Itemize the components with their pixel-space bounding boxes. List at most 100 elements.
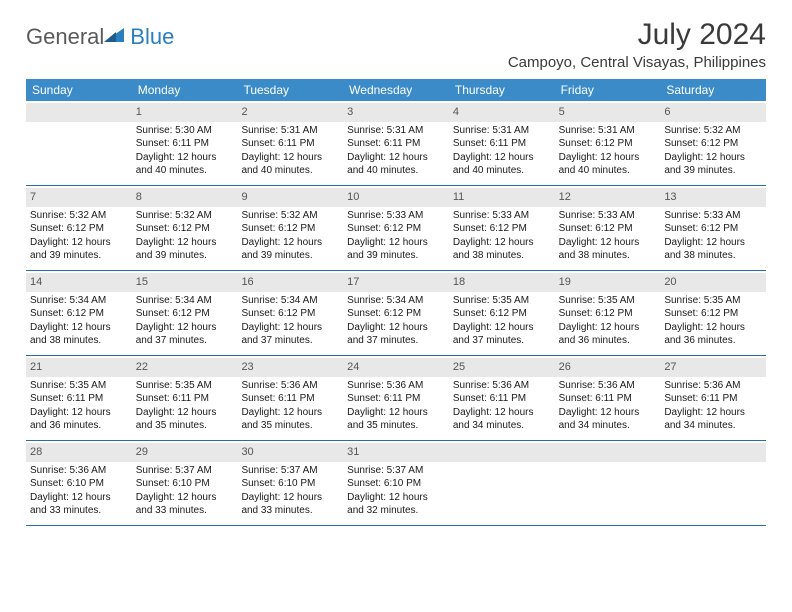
daylight-text: Daylight: 12 hours and 33 minutes. bbox=[241, 491, 339, 518]
sunrise-text: Sunrise: 5:35 AM bbox=[453, 294, 551, 308]
sunrise-text: Sunrise: 5:32 AM bbox=[30, 209, 128, 223]
day-number bbox=[660, 443, 766, 462]
day-number: 10 bbox=[343, 188, 449, 207]
day-number: 11 bbox=[449, 188, 555, 207]
day-cell: 9Sunrise: 5:32 AMSunset: 6:12 PMDaylight… bbox=[237, 186, 343, 270]
day-number: 25 bbox=[449, 358, 555, 377]
sunrise-text: Sunrise: 5:37 AM bbox=[136, 464, 234, 478]
day-cell: 31 Sunrise: 5:37 AMSunset: 6:10 PMDayligh… bbox=[343, 441, 449, 525]
sunset-text: Sunset: 6:12 PM bbox=[559, 307, 657, 321]
sunset-text: Sunset: 6:11 PM bbox=[453, 137, 551, 151]
day-cell: 8Sunrise: 5:32 AMSunset: 6:12 PMDaylight… bbox=[132, 186, 238, 270]
daylight-text: Daylight: 12 hours and 38 minutes. bbox=[559, 236, 657, 263]
day-cell bbox=[26, 101, 132, 185]
sunrise-text: Sunrise: 5:37 AM bbox=[241, 464, 339, 478]
sunset-text: Sunset: 6:12 PM bbox=[664, 307, 762, 321]
sunset-text: Sunset: 6:12 PM bbox=[664, 137, 762, 151]
day-cell: 16Sunrise: 5:34 AMSunset: 6:12 PMDayligh… bbox=[237, 271, 343, 355]
day-cell: 23Sunrise: 5:36 AMSunset: 6:11 PMDayligh… bbox=[237, 356, 343, 440]
daylight-text: Daylight: 12 hours and 33 minutes. bbox=[30, 491, 128, 518]
daylight-text: Daylight: 12 hours and 34 minutes. bbox=[559, 406, 657, 433]
day-number: 7 bbox=[26, 188, 132, 207]
sunrise-text: Sunrise: 5:30 AM bbox=[136, 124, 234, 138]
sunrise-text: Sunrise: 5:34 AM bbox=[136, 294, 234, 308]
logo-text-general: General bbox=[26, 24, 104, 50]
day-cell: 13Sunrise: 5:33 AMSunset: 6:12 PMDayligh… bbox=[660, 186, 766, 270]
sunset-text: Sunset: 6:10 PM bbox=[136, 477, 234, 491]
month-title: July 2024 bbox=[508, 18, 766, 52]
daylight-text: Daylight: 12 hours and 38 minutes. bbox=[453, 236, 551, 263]
sunrise-text: Sunrise: 5:35 AM bbox=[559, 294, 657, 308]
sunrise-text: Sunrise: 5:32 AM bbox=[241, 209, 339, 223]
day-number: 14 bbox=[26, 273, 132, 292]
sunset-text: Sunset: 6:10 PM bbox=[347, 477, 445, 491]
sunrise-text: Sunrise: 5:37 AM bbox=[347, 464, 445, 478]
calendar-grid: Sunday Monday Tuesday Wednesday Thursday… bbox=[26, 79, 766, 526]
day-number: 2 bbox=[237, 103, 343, 122]
daylight-text: Daylight: 12 hours and 38 minutes. bbox=[30, 321, 128, 348]
sunset-text: Sunset: 6:11 PM bbox=[30, 392, 128, 406]
daylight-text: Daylight: 12 hours and 40 minutes. bbox=[136, 151, 234, 178]
sunset-text: Sunset: 6:10 PM bbox=[30, 477, 128, 491]
daylight-text: Daylight: 12 hours and 37 minutes. bbox=[347, 321, 445, 348]
sunset-text: Sunset: 6:12 PM bbox=[30, 307, 128, 321]
sunset-text: Sunset: 6:12 PM bbox=[30, 222, 128, 236]
day-cell: 27Sunrise: 5:36 AMSunset: 6:11 PMDayligh… bbox=[660, 356, 766, 440]
day-number bbox=[555, 443, 661, 462]
day-number: 24 bbox=[343, 358, 449, 377]
sunrise-text: Sunrise: 5:36 AM bbox=[559, 379, 657, 393]
day-cell: 4Sunrise: 5:31 AMSunset: 6:11 PMDaylight… bbox=[449, 101, 555, 185]
weekday-header: Tuesday bbox=[237, 79, 343, 101]
sunrise-text: Sunrise: 5:35 AM bbox=[136, 379, 234, 393]
calendar-page: General Blue July 2024 Campoyo, Central … bbox=[0, 0, 792, 544]
weekday-header: Thursday bbox=[449, 79, 555, 101]
sunset-text: Sunset: 6:11 PM bbox=[136, 137, 234, 151]
weekday-header-row: Sunday Monday Tuesday Wednesday Thursday… bbox=[26, 79, 766, 101]
daylight-text: Daylight: 12 hours and 36 minutes. bbox=[664, 321, 762, 348]
logo-triangle-icon bbox=[104, 26, 126, 49]
sunrise-text: Sunrise: 5:33 AM bbox=[453, 209, 551, 223]
sunset-text: Sunset: 6:11 PM bbox=[347, 137, 445, 151]
day-cell bbox=[449, 441, 555, 525]
day-number: 23 bbox=[237, 358, 343, 377]
daylight-text: Daylight: 12 hours and 40 minutes. bbox=[453, 151, 551, 178]
day-number: 15 bbox=[132, 273, 238, 292]
day-cell: 17Sunrise: 5:34 AMSunset: 6:12 PMDayligh… bbox=[343, 271, 449, 355]
sunset-text: Sunset: 6:11 PM bbox=[453, 392, 551, 406]
day-cell: 12Sunrise: 5:33 AMSunset: 6:12 PMDayligh… bbox=[555, 186, 661, 270]
day-cell: 10Sunrise: 5:33 AMSunset: 6:12 PMDayligh… bbox=[343, 186, 449, 270]
logo: General Blue bbox=[26, 18, 174, 50]
weekday-header: Saturday bbox=[660, 79, 766, 101]
sunset-text: Sunset: 6:12 PM bbox=[136, 307, 234, 321]
sunrise-text: Sunrise: 5:34 AM bbox=[30, 294, 128, 308]
weekday-header: Friday bbox=[555, 79, 661, 101]
daylight-text: Daylight: 12 hours and 36 minutes. bbox=[559, 321, 657, 348]
sunrise-text: Sunrise: 5:36 AM bbox=[453, 379, 551, 393]
daylight-text: Daylight: 12 hours and 37 minutes. bbox=[136, 321, 234, 348]
day-number: 19 bbox=[555, 273, 661, 292]
sunrise-text: Sunrise: 5:36 AM bbox=[347, 379, 445, 393]
daylight-text: Daylight: 12 hours and 40 minutes. bbox=[559, 151, 657, 178]
day-number: 17 bbox=[343, 273, 449, 292]
daylight-text: Daylight: 12 hours and 38 minutes. bbox=[664, 236, 762, 263]
day-number: 30 bbox=[237, 443, 343, 462]
sunset-text: Sunset: 6:12 PM bbox=[559, 137, 657, 151]
day-number: 29 bbox=[132, 443, 238, 462]
day-cell: 15 Sunrise: 5:34 AMSunset: 6:12 PMDayligh… bbox=[132, 271, 238, 355]
sunrise-text: Sunrise: 5:33 AM bbox=[559, 209, 657, 223]
sunrise-text: Sunrise: 5:31 AM bbox=[559, 124, 657, 138]
week-row: 28Sunrise: 5:36 AMSunset: 6:10 PMDayligh… bbox=[26, 441, 766, 526]
day-number: 31 bbox=[343, 443, 449, 462]
daylight-text: Daylight: 12 hours and 39 minutes. bbox=[30, 236, 128, 263]
sunset-text: Sunset: 6:11 PM bbox=[664, 392, 762, 406]
sunset-text: Sunset: 6:12 PM bbox=[347, 222, 445, 236]
daylight-text: Daylight: 12 hours and 39 minutes. bbox=[347, 236, 445, 263]
day-number: 20 bbox=[660, 273, 766, 292]
day-cell bbox=[660, 441, 766, 525]
sunset-text: Sunset: 6:12 PM bbox=[453, 307, 551, 321]
sunset-text: Sunset: 6:11 PM bbox=[136, 392, 234, 406]
sunrise-text: Sunrise: 5:36 AM bbox=[241, 379, 339, 393]
daylight-text: Daylight: 12 hours and 32 minutes. bbox=[347, 491, 445, 518]
sunrise-text: Sunrise: 5:31 AM bbox=[453, 124, 551, 138]
sunset-text: Sunset: 6:12 PM bbox=[136, 222, 234, 236]
